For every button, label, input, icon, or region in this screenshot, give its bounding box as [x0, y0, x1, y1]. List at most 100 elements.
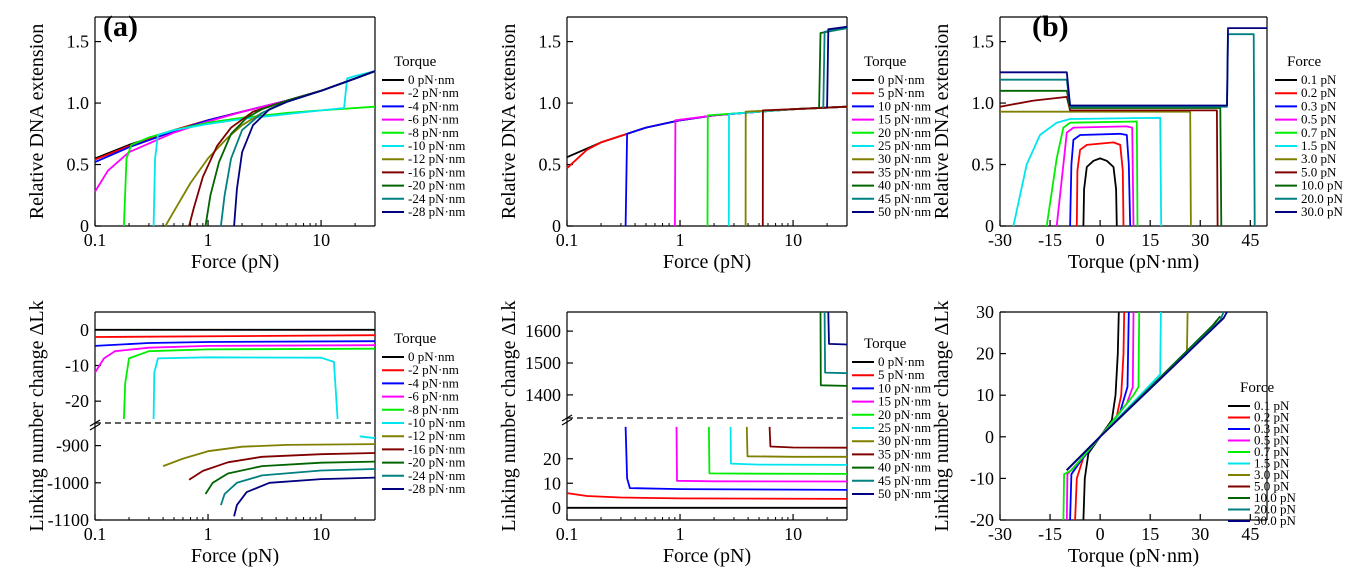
legend-entry-label: -12 pN·nm [408, 151, 465, 166]
legend-entry-label: 5 pN·nm [878, 85, 925, 100]
series-line [675, 426, 848, 483]
y-axis-label: Linking number change ΔLk [498, 300, 520, 531]
legend-entry-label: 20.0 pN [1254, 502, 1297, 517]
legend-entry-label: 25 pN·nm [878, 420, 931, 435]
series-line [164, 70, 376, 227]
y-tick-label: 0.5 [539, 155, 562, 175]
legend-entry-label: -10 pN·nm [408, 415, 465, 430]
series-line [152, 356, 339, 420]
y-tick-label: -1100 [48, 510, 89, 530]
legend-entry-label: -6 pN·nm [408, 112, 459, 127]
series-line [94, 340, 376, 347]
legend-entry-label: 0 pN·nm [408, 349, 455, 364]
legend-title: Torque [394, 54, 437, 70]
series-line [827, 311, 848, 346]
series-line [188, 452, 376, 481]
x-tick-label: -30 [988, 230, 1012, 250]
legend-entry-label: -28 pN·nm [408, 204, 465, 219]
y-tick-label: 1500 [525, 353, 561, 373]
panel-label-b: (b) [1032, 10, 1069, 43]
y-tick-label: 30 [976, 302, 994, 322]
axis-break-mark [89, 419, 101, 427]
series-line [123, 347, 376, 420]
axis-break-mark [89, 423, 101, 431]
x-axis-label: Force (pN) [191, 545, 279, 567]
legend-entry-label: 35 pN·nm [878, 446, 931, 461]
x-tick-label: 1 [676, 230, 685, 250]
y-tick-label: 0 [985, 427, 994, 447]
x-tick-label: 1 [204, 230, 213, 250]
legend-entry-label: -10 pN·nm [408, 138, 465, 153]
y-tick-label: -1000 [47, 473, 89, 493]
x-tick-label: 10 [312, 524, 330, 544]
legend-entry-label: 20 pN·nm [878, 407, 931, 422]
y-tick-label: 1.5 [67, 32, 90, 52]
legend-entry-label: -4 pN·nm [408, 375, 459, 390]
legend-entry-label: 30 pN·nm [878, 151, 931, 166]
legend-title: Torque [864, 336, 907, 352]
x-tick-label: 45 [1241, 230, 1259, 250]
series-line [1069, 132, 1132, 227]
series-line [823, 311, 848, 375]
series-line [819, 311, 848, 387]
y-tick-label: 20 [543, 449, 561, 469]
y-tick-label: 0 [80, 216, 89, 236]
legend-entry-label: 30 pN·nm [878, 433, 931, 448]
series-line [1012, 116, 1163, 227]
series-line [1000, 110, 1192, 227]
legend-entry-label: -16 pN·nm [408, 164, 465, 179]
y-tick-label: 1.0 [972, 93, 995, 113]
x-tick-label: 0.1 [556, 524, 579, 544]
series-line [745, 426, 847, 458]
legend-entry-label: 0 pN·nm [878, 354, 925, 369]
x-tick-label: 1 [676, 524, 685, 544]
y-tick-label: 1.5 [972, 32, 995, 52]
x-tick-label: 30 [1191, 524, 1209, 544]
chart-linking-vs-force-positive-torque: 0.1 1 10 Force (pN) 1400 1500 1600 0 10 20 Linking… [498, 300, 931, 567]
y-tick-label: 0 [985, 216, 994, 236]
y-tick-label: 0 [552, 216, 561, 236]
legend-entry-label: -4 pN·nm [408, 98, 459, 113]
legend-entry-label: -8 pN·nm [408, 402, 459, 417]
series-line [768, 426, 848, 449]
series-line [94, 334, 376, 338]
y-tick-label: 1600 [525, 321, 561, 341]
y-tick-label: 1.0 [539, 93, 562, 113]
series-line [744, 105, 848, 227]
series-line [1000, 89, 1223, 227]
y-axis-label: Relative DNA extension [498, 24, 520, 220]
legend-entry-label: 10 pN·nm [878, 380, 931, 395]
chart-linking-vs-force-negative-torque: 0.1 1 10 Force (pN) 0 -10 -20 -900 -1000 -1100Lin… [26, 300, 465, 567]
series-line [204, 460, 376, 495]
legend-entry-label: 25 pN·nm [878, 138, 931, 153]
legend-entry-label: -24 pN·nm [408, 191, 465, 206]
x-tick-label: 15 [1141, 230, 1159, 250]
y-tick-label: 10 [543, 473, 561, 493]
legend-entry-label: -8 pN·nm [408, 125, 459, 140]
legend-entry-label: 0.7 pN [1301, 125, 1337, 140]
legend-entry-label: -16 pN·nm [408, 441, 465, 456]
legend-entry-label: 0 pN·nm [408, 72, 455, 87]
x-axis-label: Torque (pN·nm) [1068, 545, 1199, 567]
legend-entry-label: -2 pN·nm [408, 85, 459, 100]
legend-entry-label: 0.1 pN [1254, 398, 1290, 413]
x-tick-label: -15 [1038, 524, 1062, 544]
series-line [233, 70, 376, 227]
legend-entry-label: 1.5 pN [1301, 138, 1337, 153]
y-tick-label: 0.5 [67, 155, 90, 175]
series-line [94, 344, 376, 374]
x-tick-label: 45 [1241, 524, 1259, 544]
series-line [1066, 311, 1228, 471]
legend-entry-label: 1.5 pN [1254, 456, 1290, 471]
x-tick-label: 0 [1096, 230, 1105, 250]
series-line [1045, 120, 1139, 227]
legend-entry-label: 10.0 pN [1301, 178, 1344, 193]
series-line [674, 105, 848, 227]
series-line [1075, 141, 1125, 227]
legend-entry-label: -12 pN·nm [408, 428, 465, 443]
legend-entry-label: 35 pN·nm [878, 164, 931, 179]
y-axis-label: Relative DNA extension [26, 24, 48, 220]
legend-entry-label: 0.5 pN [1301, 112, 1337, 127]
legend-entry-label: 0.1 pN [1301, 72, 1337, 87]
series-line [624, 426, 848, 491]
